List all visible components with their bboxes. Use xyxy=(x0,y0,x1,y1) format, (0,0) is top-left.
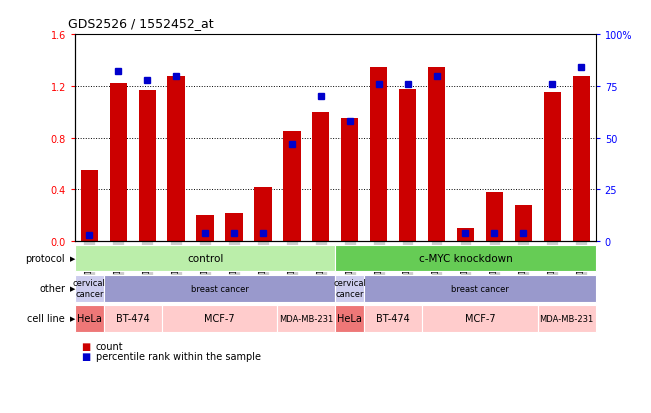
Text: ▶: ▶ xyxy=(70,316,75,322)
Bar xyxy=(515,206,532,242)
Text: other: other xyxy=(39,283,65,294)
Bar xyxy=(197,216,214,242)
Text: percentile rank within the sample: percentile rank within the sample xyxy=(96,351,260,361)
Bar xyxy=(109,84,127,242)
Bar xyxy=(428,67,445,242)
Text: count: count xyxy=(96,342,123,351)
Text: MCF-7: MCF-7 xyxy=(204,313,235,324)
Bar xyxy=(486,192,503,242)
Text: c-MYC knockdown: c-MYC knockdown xyxy=(419,253,512,263)
Text: ■: ■ xyxy=(81,351,90,361)
Bar xyxy=(457,229,474,242)
Text: MDA-MB-231: MDA-MB-231 xyxy=(540,314,594,323)
Text: BT-474: BT-474 xyxy=(116,313,150,324)
Text: HeLa: HeLa xyxy=(337,313,362,324)
Bar xyxy=(81,171,98,242)
Text: BT-474: BT-474 xyxy=(376,313,410,324)
Text: protocol: protocol xyxy=(25,253,65,263)
Text: ▶: ▶ xyxy=(70,255,75,261)
Bar xyxy=(312,113,329,242)
Text: breast cancer: breast cancer xyxy=(191,284,249,293)
Bar xyxy=(341,119,359,242)
Bar xyxy=(167,76,185,242)
Text: cervical
cancer: cervical cancer xyxy=(333,279,366,298)
Bar xyxy=(544,93,561,242)
Text: MCF-7: MCF-7 xyxy=(465,313,495,324)
Bar xyxy=(139,90,156,242)
Bar xyxy=(370,67,387,242)
Bar xyxy=(225,213,243,242)
Text: breast cancer: breast cancer xyxy=(451,284,509,293)
Text: ■: ■ xyxy=(81,342,90,351)
Text: HeLa: HeLa xyxy=(77,313,102,324)
Bar xyxy=(572,76,590,242)
Text: control: control xyxy=(187,253,223,263)
Text: cell line: cell line xyxy=(27,313,65,324)
Bar xyxy=(255,188,271,242)
Bar xyxy=(399,89,416,242)
Text: ▶: ▶ xyxy=(70,285,75,292)
Text: GDS2526 / 1552452_at: GDS2526 / 1552452_at xyxy=(68,17,214,29)
Text: MDA-MB-231: MDA-MB-231 xyxy=(279,314,333,323)
Bar xyxy=(283,132,301,242)
Text: cervical
cancer: cervical cancer xyxy=(73,279,105,298)
